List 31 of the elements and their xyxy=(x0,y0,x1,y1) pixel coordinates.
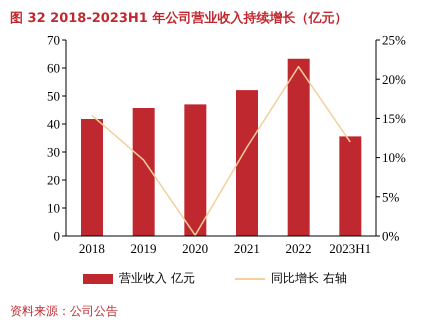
bar xyxy=(184,104,206,236)
bar xyxy=(132,108,155,236)
legend-label: 同比增长 右轴 xyxy=(271,270,347,287)
text: 资料来源：公司公告 xyxy=(9,303,119,320)
bar xyxy=(339,136,362,236)
y2-tick-label: 5% xyxy=(382,189,400,204)
y2-tick-label: 0% xyxy=(382,228,400,244)
y2-tick-label: 10% xyxy=(382,150,406,166)
x-tick-label: 2018 xyxy=(78,241,105,256)
y2-tick-label: 25% xyxy=(382,32,406,48)
y-tick-label: 20 xyxy=(47,172,60,188)
x-tick-label: 2022 xyxy=(286,241,312,256)
bar xyxy=(236,90,258,236)
y-tick-label: 60 xyxy=(47,60,60,76)
y-tick-label: 40 xyxy=(47,116,60,132)
bar xyxy=(288,58,310,236)
x-tick-label: 2020 xyxy=(182,241,208,256)
line-series xyxy=(91,66,351,236)
chart-title: 图 32 2018-2023H1 年公司营业收入持续增长（亿元） xyxy=(9,10,348,28)
y-tick-label: 50 xyxy=(47,88,60,104)
x-tick-label: 2019 xyxy=(130,241,156,256)
y2-tick-label: 15% xyxy=(382,111,406,126)
y-tick-label: 70 xyxy=(47,32,60,48)
y-tick-label: 10 xyxy=(47,200,60,216)
x-tick-label: 2021 xyxy=(234,241,260,256)
y-tick-label: 0 xyxy=(54,228,60,244)
bar xyxy=(81,118,103,236)
y-tick-label: 30 xyxy=(47,144,60,160)
y2-tick-label: 20% xyxy=(382,72,406,87)
legend-label: 营业收入 亿元 xyxy=(119,270,195,287)
x-tick-label: 2023H1 xyxy=(329,241,372,256)
